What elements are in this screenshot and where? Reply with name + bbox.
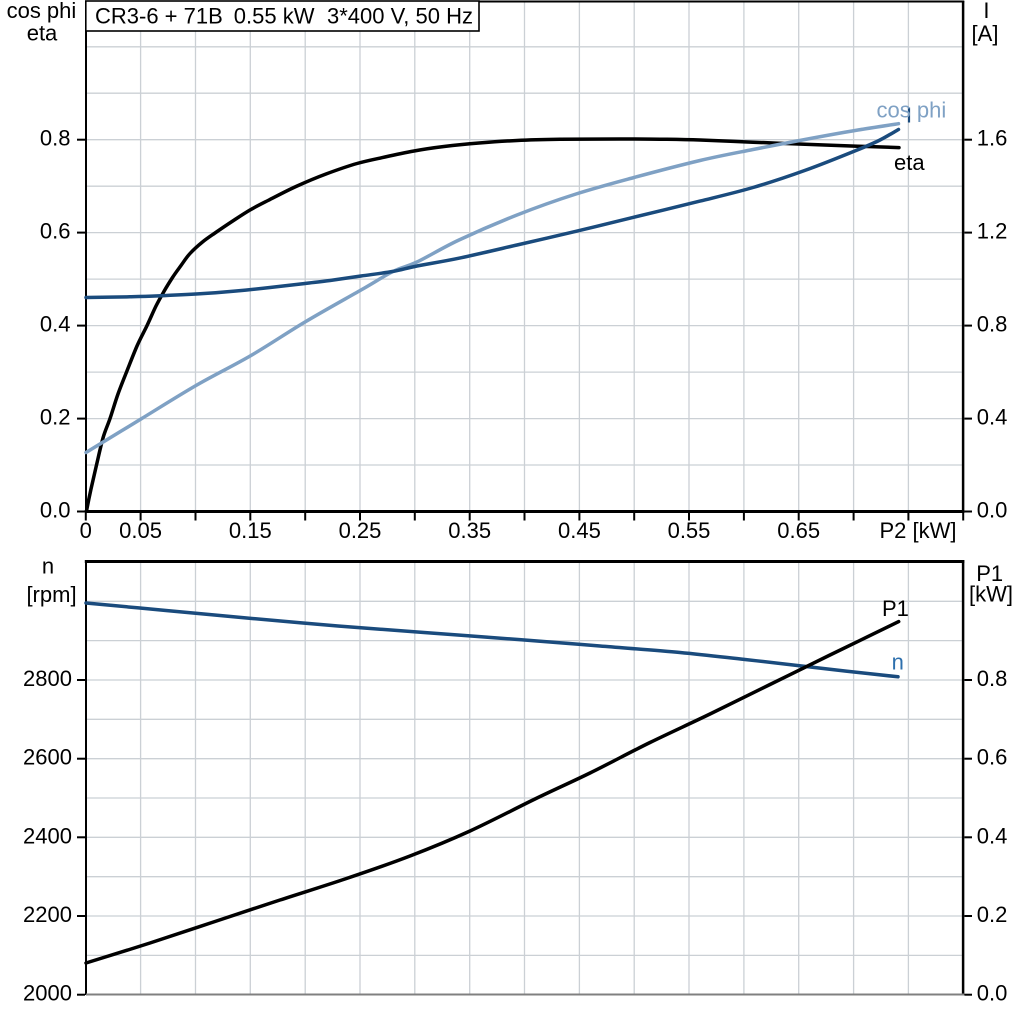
svg-text:0.2: 0.2 (977, 902, 1008, 927)
svg-text:2800: 2800 (23, 666, 72, 691)
svg-text:n: n (42, 554, 54, 579)
svg-text:0.4: 0.4 (40, 312, 71, 337)
svg-text:0.35: 0.35 (448, 518, 491, 543)
svg-text:1.2: 1.2 (977, 219, 1008, 244)
svg-text:0.25: 0.25 (339, 518, 382, 543)
svg-text:0.6: 0.6 (40, 219, 71, 244)
svg-text:0.4: 0.4 (977, 405, 1008, 430)
svg-text:[rpm]: [rpm] (26, 582, 76, 607)
svg-text:eta: eta (894, 150, 925, 175)
svg-text:2000: 2000 (23, 981, 72, 1006)
svg-text:[kW]: [kW] (969, 582, 1013, 607)
svg-text:cos phi: cos phi (877, 98, 947, 123)
svg-text:0.8: 0.8 (977, 312, 1008, 337)
svg-text:0.2: 0.2 (40, 405, 71, 430)
svg-text:I: I (983, 0, 989, 23)
svg-text:0.0: 0.0 (977, 498, 1008, 523)
svg-text:0.05: 0.05 (119, 518, 162, 543)
svg-text:2200: 2200 (23, 902, 72, 927)
svg-text:0.15: 0.15 (229, 518, 272, 543)
svg-text:2600: 2600 (23, 745, 72, 770)
svg-text:0.0: 0.0 (977, 981, 1008, 1006)
svg-text:0.0: 0.0 (40, 498, 71, 523)
svg-text:0.8: 0.8 (977, 666, 1008, 691)
svg-text:0.55: 0.55 (668, 518, 711, 543)
svg-text:0: 0 (80, 518, 92, 543)
svg-text:2400: 2400 (23, 823, 72, 848)
svg-text:P1: P1 (976, 561, 1003, 586)
svg-text:cos phi: cos phi (7, 0, 77, 23)
svg-text:0.45: 0.45 (558, 518, 601, 543)
svg-text:P2 [kW]: P2 [kW] (879, 518, 956, 543)
svg-text:0.8: 0.8 (40, 126, 71, 151)
svg-text:1.6: 1.6 (977, 126, 1008, 151)
svg-text:0.4: 0.4 (977, 823, 1008, 848)
svg-text:[A]: [A] (972, 21, 999, 46)
svg-text:n: n (892, 650, 904, 675)
svg-text:0.65: 0.65 (777, 518, 820, 543)
svg-text:eta: eta (27, 21, 58, 46)
svg-text:0.6: 0.6 (977, 745, 1008, 770)
svg-text:P1: P1 (882, 596, 909, 621)
